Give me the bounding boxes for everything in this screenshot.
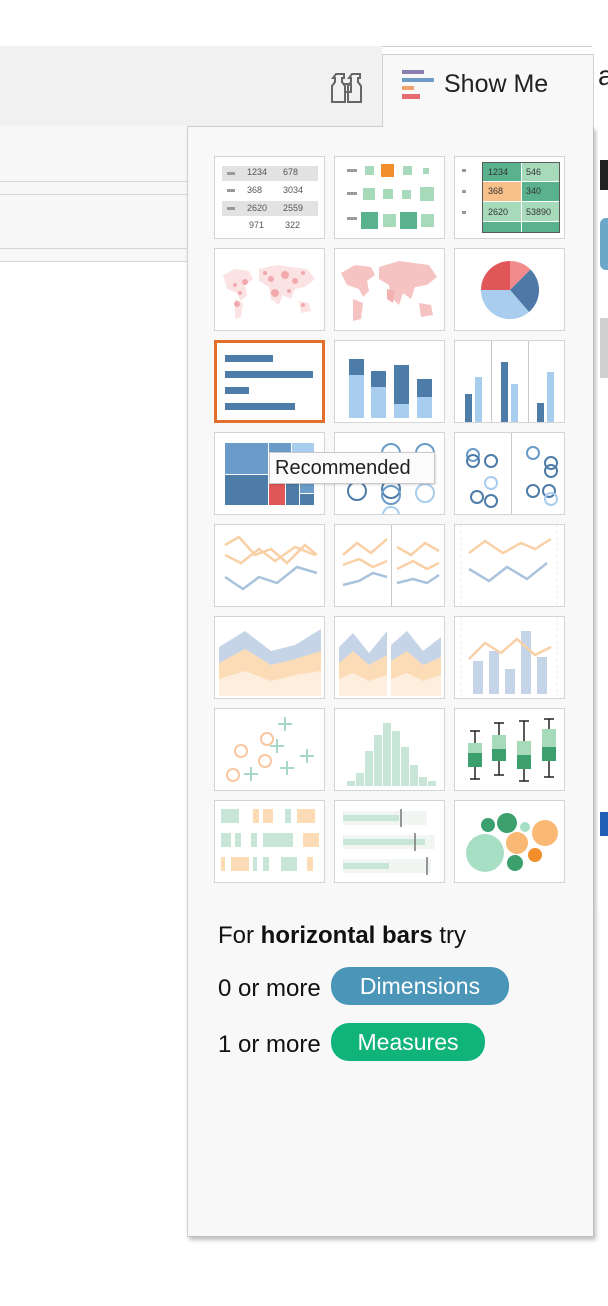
dimensions-count: 0 or more [218, 975, 321, 1002]
chart-type-filled-map[interactable] [334, 248, 445, 331]
binoculars-icon[interactable] [328, 66, 368, 111]
chart-type-lines-continuous[interactable] [214, 524, 325, 607]
chart-type-horizontal-bars[interactable] [214, 340, 325, 423]
highlight-table-cell: 2620 [488, 207, 509, 217]
histogram-icon [347, 723, 436, 786]
chart-type-symbol-map[interactable] [214, 248, 325, 331]
chart-type-scatter-plot[interactable] [214, 708, 325, 791]
recommended-tooltip: Recommended [269, 452, 435, 484]
highlight-table-cell: 340 [526, 186, 542, 196]
symbol-map-icon [223, 265, 315, 319]
chart-type-text-table[interactable]: 1234 678 368 3034 2620 2559 971 322 [214, 156, 325, 239]
text-table-cell: 368 [247, 185, 263, 195]
discrete-lines-icon [342, 525, 440, 606]
discrete-area-icon [339, 631, 441, 696]
toolbar [0, 46, 382, 127]
highlight-table-icon [462, 162, 560, 233]
dual-lines-icon [460, 525, 558, 606]
chart-type-gantt[interactable] [214, 800, 325, 883]
continuous-area-icon [219, 629, 321, 696]
right-edge [592, 46, 608, 126]
chart-type-packed-bubbles[interactable] [454, 800, 565, 883]
clipped-edge-block [600, 318, 608, 378]
measures-pill: Measures [331, 1023, 485, 1061]
side-by-side-bars-icon [465, 341, 554, 422]
chart-type-area-discrete[interactable] [334, 616, 445, 699]
show-me-tab-label: Show Me [444, 70, 549, 98]
text-table-cell: 2559 [283, 203, 304, 213]
highlight-table-cell: 1234 [488, 167, 509, 177]
chart-type-bullet-graph[interactable] [334, 800, 445, 883]
scatter-plot-icon [226, 717, 314, 782]
guidance-chart-name: horizontal bars [260, 922, 433, 949]
dimensions-pill: Dimensions [331, 967, 509, 1005]
chart-type-stacked-bars[interactable] [334, 340, 445, 423]
chart-type-area-continuous[interactable] [214, 616, 325, 699]
chart-type-side-by-side-bars[interactable] [454, 340, 565, 423]
dual-combination-icon [460, 617, 558, 698]
clipped-edge-glyph [600, 160, 608, 190]
text-table-cell: 678 [283, 167, 299, 177]
box-whisker-icon [468, 718, 556, 782]
horizontal-bars-icon [225, 355, 313, 410]
chart-type-highlight-table[interactable]: 1234 546 368 340 2620 53890 [454, 156, 565, 239]
top-bar [0, 0, 608, 47]
measures-count: 1 or more [218, 1031, 321, 1058]
chart-type-histogram[interactable] [334, 708, 445, 791]
filled-map-icon [341, 261, 437, 321]
continuous-lines-icon [224, 535, 318, 591]
bullet-graph-icon [343, 809, 435, 875]
text-table-icon [222, 166, 318, 216]
chart-type-pie[interactable] [454, 248, 565, 331]
clipped-letter: a [598, 60, 608, 91]
text-table-cell: 322 [285, 220, 301, 230]
shelf-divider [0, 182, 187, 195]
chart-type-lines-discrete[interactable] [334, 524, 445, 607]
text-table-cell: 3034 [283, 185, 304, 195]
chart-type-side-by-side-circles[interactable] [454, 432, 565, 515]
clipped-edge-link [600, 812, 608, 836]
packed-bubbles-icon [466, 813, 558, 872]
heat-map-icon [347, 164, 434, 229]
show-me-tab[interactable] [382, 54, 594, 128]
shelf-row-2 [0, 195, 187, 249]
guidance-line: For horizontal bars try [218, 922, 466, 950]
text-table-cell: 1234 [247, 167, 268, 177]
pie-chart-icon [480, 261, 540, 320]
shelf-divider-2 [0, 249, 187, 262]
text-table-cell: 971 [249, 220, 265, 230]
chart-type-box-and-whisker[interactable] [454, 708, 565, 791]
stacked-bars-icon [349, 359, 432, 418]
highlight-table-cell: 53890 [526, 207, 552, 217]
chart-type-heat-map[interactable] [334, 156, 445, 239]
chart-type-dual-combination[interactable] [454, 616, 565, 699]
gantt-icon [221, 809, 319, 871]
show-me-icon [400, 70, 436, 107]
highlight-table-cell: 546 [526, 167, 542, 177]
guidance-suffix: try [432, 922, 467, 949]
chart-type-dual-lines[interactable] [454, 524, 565, 607]
side-by-side-circles-icon [466, 433, 558, 514]
right-edge-panel [598, 130, 608, 910]
clipped-edge-icon [600, 218, 608, 270]
guidance-prefix: For [218, 922, 261, 949]
shelf-row-1 [0, 126, 187, 182]
highlight-table-cell: 368 [488, 186, 504, 196]
text-table-cell: 2620 [247, 203, 268, 213]
